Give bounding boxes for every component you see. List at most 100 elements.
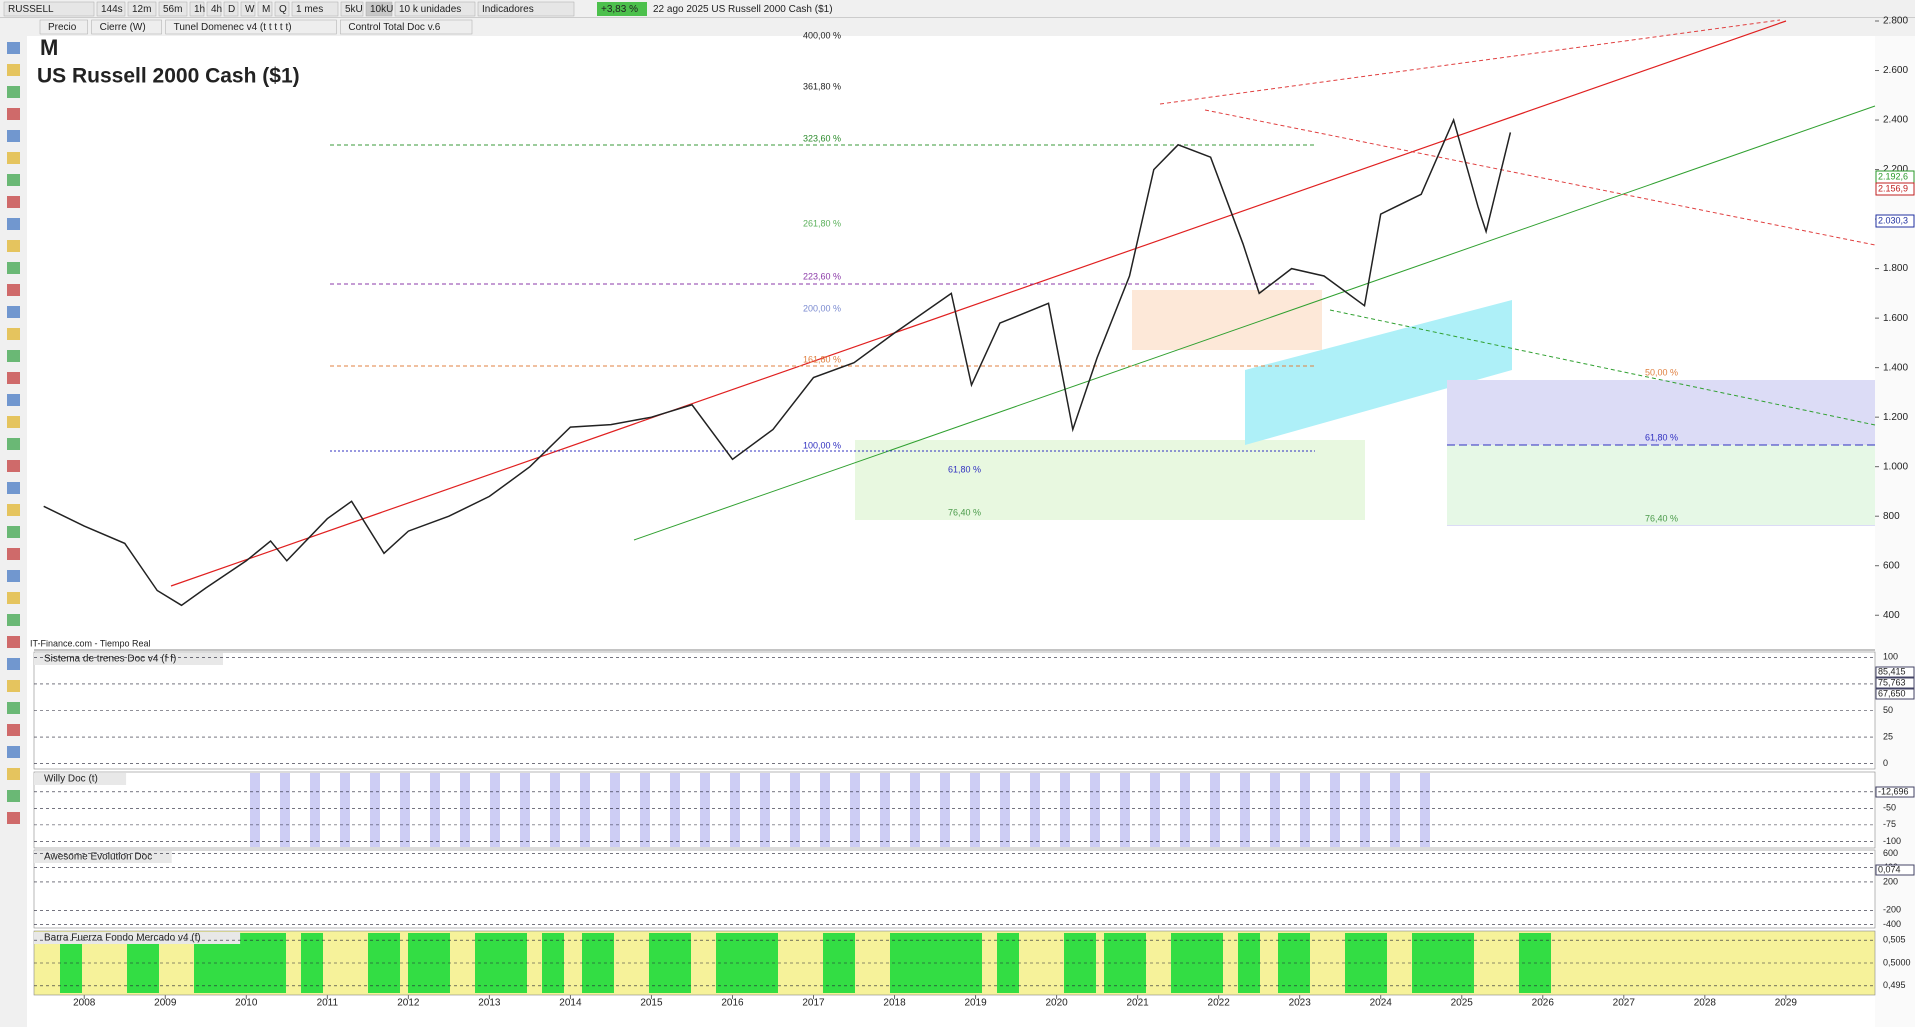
toolbar-label[interactable]: 144s xyxy=(101,4,123,15)
toolbar-label[interactable]: W xyxy=(245,4,255,15)
tool-icon[interactable] xyxy=(7,86,20,98)
toolbar-label[interactable]: 10kU xyxy=(370,4,393,15)
tool-icon[interactable] xyxy=(7,504,20,516)
toolbar-button[interactable] xyxy=(189,1,205,17)
indicator-tab-label[interactable]: Cierre (W) xyxy=(100,22,146,33)
y-tick-label: 0,505 xyxy=(1883,935,1906,945)
indicator-tab[interactable] xyxy=(165,19,337,35)
x-tick-label: 2018 xyxy=(883,998,906,1009)
toolbar-button[interactable] xyxy=(158,1,188,17)
fib-label: 400,00 % xyxy=(803,30,841,40)
toolbar-button[interactable] xyxy=(96,1,126,17)
toolbar-button[interactable] xyxy=(365,1,393,17)
tool-icon[interactable] xyxy=(7,350,20,362)
tool-icon[interactable] xyxy=(7,702,20,714)
x-tick-label: 2024 xyxy=(1370,998,1393,1009)
toolbar-button[interactable] xyxy=(3,1,95,17)
toolbar-label[interactable]: Q xyxy=(279,4,287,15)
signal-band xyxy=(670,773,680,847)
trend-line xyxy=(1159,19,1781,105)
toolbar-label[interactable]: 12m xyxy=(132,4,151,15)
toolbar-button[interactable] xyxy=(223,1,239,17)
tool-icon[interactable] xyxy=(7,460,20,472)
tool-icon[interactable] xyxy=(7,636,20,648)
tool-icon[interactable] xyxy=(7,526,20,538)
toolbar-button[interactable] xyxy=(394,1,476,17)
toolbar-label[interactable]: 10 k unidades xyxy=(399,4,461,15)
tool-icon[interactable] xyxy=(7,438,20,450)
tool-icon[interactable] xyxy=(7,328,20,340)
tool-icon[interactable] xyxy=(7,262,20,274)
y-tick-label: 2.200 xyxy=(1883,164,1908,175)
tool-icon[interactable] xyxy=(7,768,20,780)
panel-title: Barra Fuerza Fondo Mercado v4 (f) xyxy=(44,933,201,944)
panel-title-bg xyxy=(34,932,241,944)
toolbar-label[interactable]: RUSSELL xyxy=(8,4,54,15)
tool-icon[interactable] xyxy=(7,284,20,296)
tool-icon[interactable] xyxy=(7,658,20,670)
toolbar-label[interactable]: D xyxy=(228,4,235,15)
indicator-tab-label[interactable]: Precio xyxy=(48,22,77,33)
indicator-tab[interactable] xyxy=(340,19,473,35)
y-tick-label: 1.400 xyxy=(1883,362,1908,373)
toolbar-button[interactable] xyxy=(340,1,364,17)
fib-label: 100,00 % xyxy=(803,440,841,450)
signal-band xyxy=(610,773,620,847)
y-tick-label: 1.800 xyxy=(1883,263,1908,274)
tool-icon[interactable] xyxy=(7,394,20,406)
tool-icon[interactable] xyxy=(7,64,20,76)
tool-icon[interactable] xyxy=(7,482,20,494)
tool-icon[interactable] xyxy=(7,812,20,824)
tool-icon[interactable] xyxy=(7,306,20,318)
fib-zone xyxy=(855,440,1365,520)
tool-icon[interactable] xyxy=(7,240,20,252)
signal-band xyxy=(550,773,560,847)
signal-band xyxy=(1390,773,1400,847)
toolbar-label[interactable]: M xyxy=(262,4,270,15)
indicator-tab-label[interactable]: Tunel Domenec v4 (t t t t t) xyxy=(174,22,292,33)
tool-icon[interactable] xyxy=(7,416,20,428)
signal-band xyxy=(1120,773,1130,847)
tool-icon[interactable] xyxy=(7,218,20,230)
indicator-tab[interactable] xyxy=(91,19,162,35)
tool-icon[interactable] xyxy=(7,570,20,582)
y-tick-label: 600 xyxy=(1883,848,1898,858)
y-tick-label: 100 xyxy=(1883,652,1898,662)
tool-icon[interactable] xyxy=(7,108,20,120)
tool-icon[interactable] xyxy=(7,372,20,384)
panel-title-bg xyxy=(34,653,223,665)
tool-icon[interactable] xyxy=(7,130,20,142)
tool-icon[interactable] xyxy=(7,42,20,54)
toolbar-label[interactable]: Indicadores xyxy=(482,4,534,15)
signal-band xyxy=(790,773,800,847)
toolbar-label[interactable]: 1 mes xyxy=(296,4,323,15)
x-tick-label: 2026 xyxy=(1532,998,1555,1009)
toolbar-label[interactable]: 5kU xyxy=(345,4,363,15)
toolbar-button[interactable] xyxy=(477,1,575,17)
toolbar-label[interactable]: 1h xyxy=(194,4,205,15)
signal-band xyxy=(880,773,890,847)
toolbar-label[interactable]: 4h xyxy=(211,4,222,15)
tool-icon[interactable] xyxy=(7,724,20,736)
tool-icon[interactable] xyxy=(7,196,20,208)
toolbar-button[interactable] xyxy=(257,1,273,17)
tool-icon[interactable] xyxy=(7,680,20,692)
indicator-tab-label[interactable]: Control Total Doc v.6 xyxy=(348,22,440,33)
tool-icon[interactable] xyxy=(7,174,20,186)
toolbar-button[interactable] xyxy=(240,1,256,17)
indicator-tab[interactable] xyxy=(39,19,88,35)
chart-timeframe: M xyxy=(40,35,58,60)
toolbar-button[interactable] xyxy=(127,1,157,17)
tool-icon[interactable] xyxy=(7,152,20,164)
tool-icon[interactable] xyxy=(7,746,20,758)
chart-title: US Russell 2000 Cash ($1) xyxy=(37,65,300,88)
tool-icon[interactable] xyxy=(7,614,20,626)
toolbar-button[interactable] xyxy=(291,1,339,17)
toolbar-button[interactable] xyxy=(274,1,290,17)
tool-icon[interactable] xyxy=(7,592,20,604)
tool-icon[interactable] xyxy=(7,790,20,802)
tool-icon[interactable] xyxy=(7,548,20,560)
toolbar-label[interactable]: 56m xyxy=(163,4,182,15)
toolbar-button[interactable] xyxy=(206,1,222,17)
